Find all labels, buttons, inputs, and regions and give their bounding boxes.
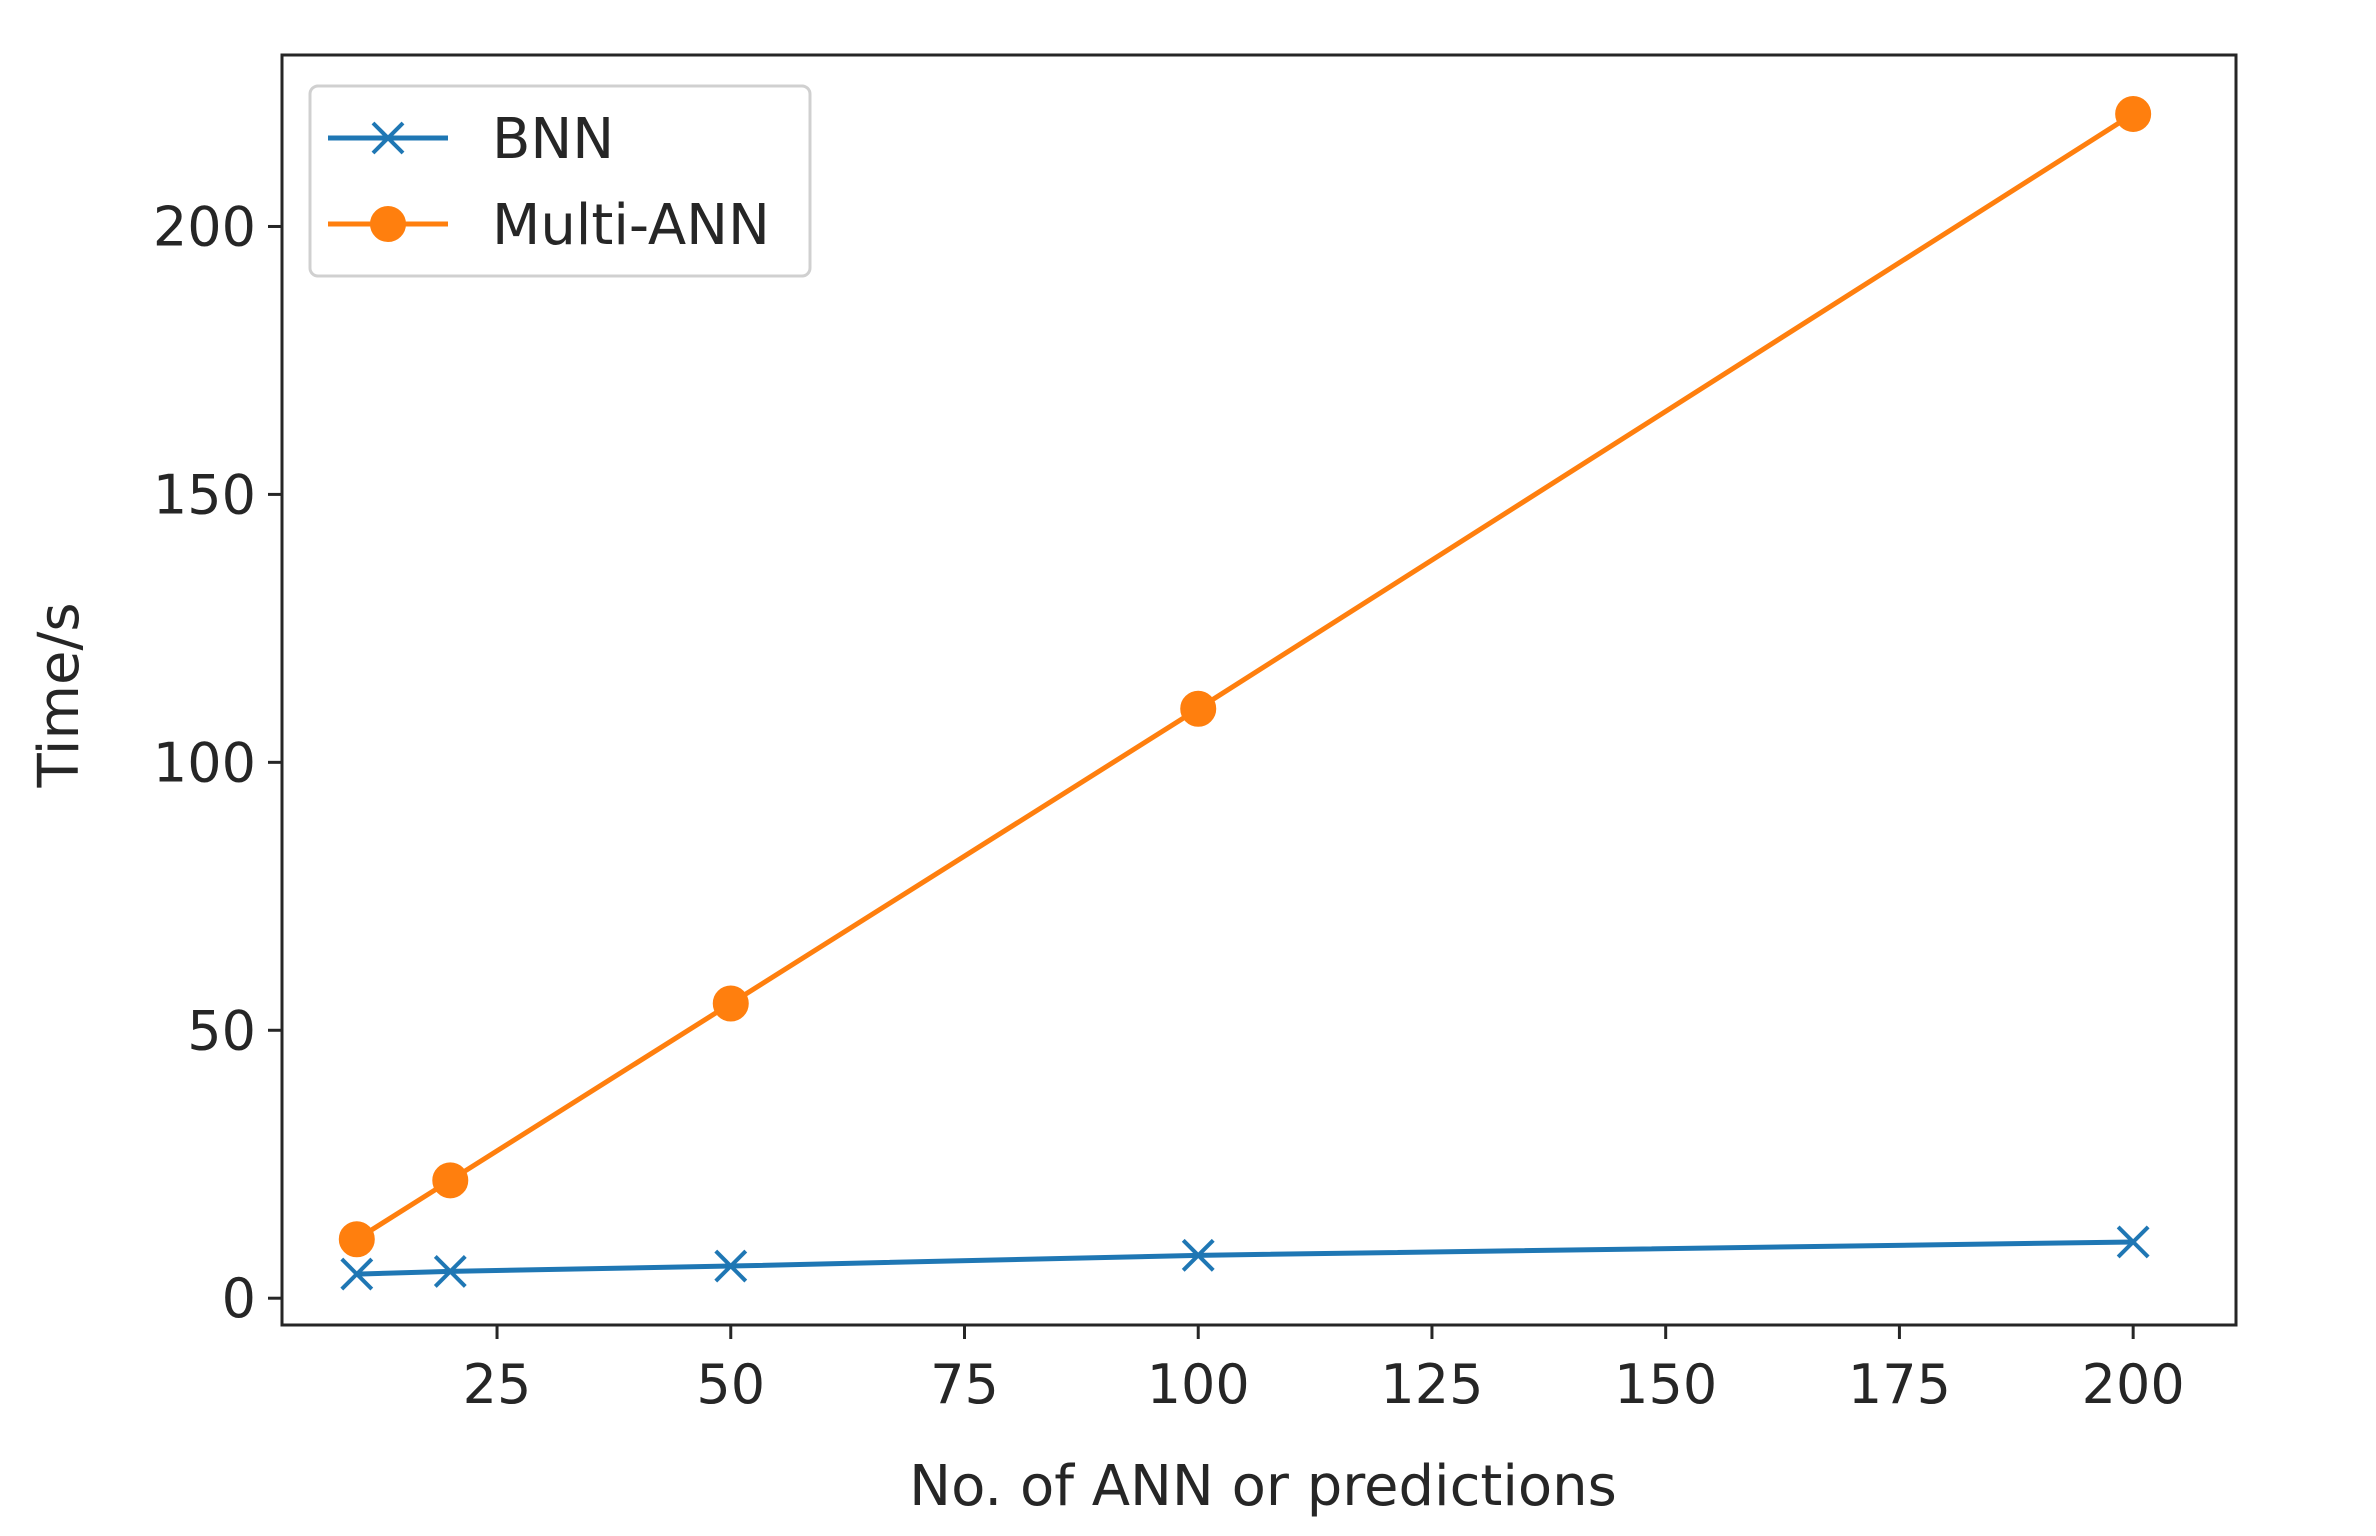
x-tick-label: 75 <box>930 1353 999 1416</box>
x-tick-label: 150 <box>1614 1353 1717 1416</box>
data-point <box>433 1254 467 1288</box>
x-tick-label: 25 <box>463 1353 532 1416</box>
marker-stroke <box>340 1257 374 1291</box>
data-point <box>340 1257 374 1291</box>
marker-stroke <box>2116 1225 2150 1259</box>
legend-entry: Multi-ANN <box>328 193 770 258</box>
x-tick-label: 125 <box>1380 1353 1483 1416</box>
data-point <box>2116 1225 2150 1259</box>
y-axis-label: Time/s <box>27 602 92 788</box>
data-point <box>338 1221 375 1258</box>
plot-frame <box>280 53 2238 1327</box>
legend-box <box>308 84 812 278</box>
y-tick-label: 200 <box>153 195 256 258</box>
legend-marker <box>371 121 405 155</box>
legend-entry: BNN <box>328 107 614 172</box>
x-tick-label: 175 <box>1848 1353 1951 1416</box>
series-bnn <box>340 1225 2150 1291</box>
y-tick-label: 100 <box>153 731 256 794</box>
legend-label: BNN <box>492 107 614 172</box>
x-tick-label: 200 <box>2082 1353 2185 1416</box>
y-tick-label: 0 <box>222 1267 256 1330</box>
marker-stroke <box>371 121 405 155</box>
series-line <box>356 1239 2134 1277</box>
legend-label: Multi-ANN <box>492 193 770 258</box>
y-tick-label: 150 <box>153 463 256 526</box>
y-tick-label: 50 <box>187 999 256 1062</box>
marker-stroke <box>1181 1238 1215 1272</box>
data-point <box>1181 1238 1215 1272</box>
data-point <box>1180 690 1217 727</box>
data-point <box>2115 95 2152 132</box>
series-line <box>355 111 2135 1242</box>
legend-marker <box>370 206 406 242</box>
x-axis-label: No. of ANN or predictions <box>909 1454 1617 1519</box>
data-point <box>714 1249 748 1283</box>
marker-stroke <box>433 1254 467 1288</box>
data-point <box>432 1162 469 1199</box>
x-tick-label: 50 <box>696 1353 765 1416</box>
marker-stroke <box>714 1249 748 1283</box>
data-point <box>712 985 749 1022</box>
series-multi-ann <box>338 95 2152 1258</box>
x-tick-label: 100 <box>1147 1353 1250 1416</box>
